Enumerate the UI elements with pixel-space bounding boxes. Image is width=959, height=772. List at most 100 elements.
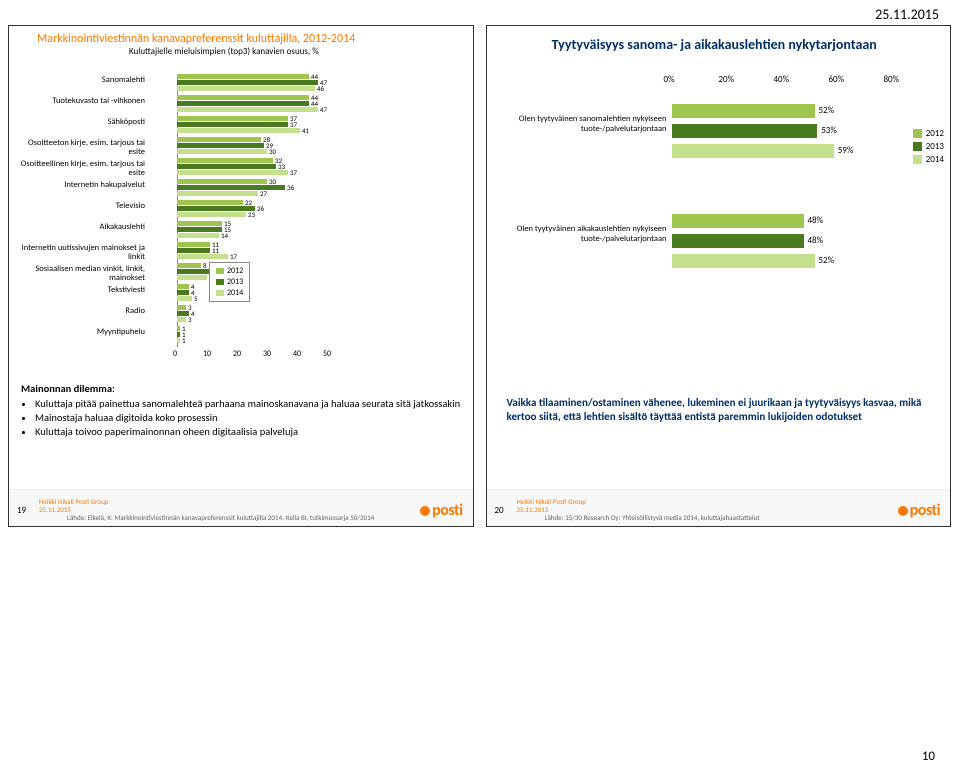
legend-swatch-2014 xyxy=(216,290,224,296)
chart-bar xyxy=(177,254,228,259)
dilemma-title: Mainonnan dilemma: xyxy=(21,382,115,395)
chart-value-label: 47 xyxy=(320,107,327,112)
legend-label: 2013 xyxy=(227,277,243,287)
right-bar-chart: 0%20%40%60%80%Olen tyytyväinen sanomaleh… xyxy=(517,74,921,374)
chart-bar xyxy=(177,227,222,232)
chart-value-label: 48% xyxy=(808,214,824,228)
chart-value-label: 27 xyxy=(260,191,267,196)
chart-bar xyxy=(177,164,276,169)
chart-bar xyxy=(177,80,318,85)
chart-value-label: 44 xyxy=(311,101,318,106)
chart-value-label: 52% xyxy=(819,254,835,268)
legend-swatch-2014 xyxy=(913,155,922,164)
footer-source: Lähde: Elkelä, K: Markkinointiviestinnän… xyxy=(67,513,374,522)
chart-bar xyxy=(177,233,219,238)
slide-number: 19 xyxy=(17,505,26,516)
chart-x-tick: 40 xyxy=(293,349,301,384)
chart-bar xyxy=(177,107,318,112)
chart-bar xyxy=(177,128,300,133)
legend-swatch-2012 xyxy=(913,129,922,138)
chart-bar xyxy=(177,149,267,154)
slide-right: Tyytyväisyys sanoma- ja aikakauslehtien … xyxy=(486,25,952,527)
chart-value-label: 5 xyxy=(194,296,198,301)
legend-label: 2013 xyxy=(926,141,944,152)
legend-label: 2012 xyxy=(926,128,944,139)
chart-x-tick: 40% xyxy=(774,74,790,85)
dilemma-bullet: Kuluttaja toivoo paperimainonnan oheen d… xyxy=(35,425,463,438)
chart-bar xyxy=(177,206,255,211)
chart-category-label: Sosiaalisen median vinkit, linkit, maino… xyxy=(15,265,145,283)
chart-x-tick: 0% xyxy=(664,74,675,85)
chart-bar xyxy=(177,212,246,217)
chart-bar xyxy=(177,338,180,343)
chart-category-label: Tuotekuvasto tai -vihkonen xyxy=(15,97,145,106)
posti-logo: posti xyxy=(420,501,462,520)
chart-bar xyxy=(177,101,309,106)
chart-bar xyxy=(177,290,189,295)
legend-label: 2014 xyxy=(926,154,944,165)
chart-category-label: Internetin hakupalvelut xyxy=(15,181,145,190)
left-subtitle: Kuluttajielle mieluisimpien (top3) kanav… xyxy=(9,46,473,57)
legend-swatch-2013 xyxy=(216,279,224,285)
chart-x-tick: 20 xyxy=(233,349,241,384)
dilemma-bullet: Kuluttaja pitää painettua sanomalehteä p… xyxy=(35,397,463,410)
chart-bar xyxy=(177,248,210,253)
chart-category-label: Aikakauslehti xyxy=(15,223,145,232)
legend-swatch-2013 xyxy=(913,142,922,151)
chart-bar xyxy=(177,74,309,79)
chart-category-label: Olen tyytyväinen aikakauslehtien nykyise… xyxy=(517,224,667,244)
chart-bar xyxy=(177,86,315,91)
page-header-date: 25.11.2015 xyxy=(0,0,959,25)
chart-bar xyxy=(177,200,243,205)
chart-bar xyxy=(672,234,804,248)
chart-bar xyxy=(672,144,834,158)
chart-value-label: 59% xyxy=(838,144,854,158)
chart-x-tick: 10 xyxy=(203,349,211,384)
footer-source: Lähde: 15/30 Research Oy: Yhteisöllistyv… xyxy=(545,513,760,522)
right-legend: 2012 2013 2014 xyxy=(913,126,944,167)
left-bar-chart: Sanomalehti444746Tuotekuvasto tai -vihko… xyxy=(37,74,337,374)
chart-bar xyxy=(177,242,210,247)
right-title: Tyytyväisyys sanoma- ja aikakauslehtien … xyxy=(487,26,951,53)
slide-number: 20 xyxy=(495,505,504,516)
left-legend: 2012 2013 2014 xyxy=(209,262,250,302)
chart-category-label: Radio xyxy=(15,307,145,316)
chart-bar xyxy=(177,179,267,184)
chart-category-label: Sanomalehti xyxy=(15,76,145,85)
chart-value-label: 14 xyxy=(221,233,228,238)
chart-value-label: 30 xyxy=(269,149,276,154)
right-summary-text: Vaikka tilaaminen/ostaminen vähenee, luk… xyxy=(507,396,937,424)
chart-bar xyxy=(177,185,285,190)
chart-bar xyxy=(177,137,261,142)
chart-bar xyxy=(177,332,180,337)
chart-bar xyxy=(177,170,288,175)
chart-value-label: 48% xyxy=(808,234,824,248)
chart-value-label: 11 xyxy=(212,248,219,253)
chart-x-tick: 80% xyxy=(884,74,900,85)
chart-bar xyxy=(177,143,264,148)
chart-bar xyxy=(672,104,815,118)
chart-value-label: 3 xyxy=(188,317,192,322)
chart-value-label: 37 xyxy=(290,170,297,175)
chart-bar xyxy=(177,263,201,268)
chart-category-label: Olen tyytyväinen sanomalehtien nykyiseen… xyxy=(517,114,667,134)
chart-category-label: Osoitteeton kirje, esim. tarjous tai esi… xyxy=(15,139,145,157)
legend-label: 2012 xyxy=(227,266,243,276)
chart-bar xyxy=(177,317,186,322)
chart-x-tick: 20% xyxy=(719,74,735,85)
chart-value-label: 33 xyxy=(278,164,285,169)
chart-bar xyxy=(177,275,207,280)
chart-value-label: 17 xyxy=(230,254,237,259)
chart-x-tick: 50 xyxy=(323,349,331,384)
chart-bar xyxy=(177,284,189,289)
chart-category-label: Osoitteellinen kirje, esim. tarjous tai … xyxy=(15,160,145,178)
left-title: Markkinointiviestinnän kanavapreferenssi… xyxy=(9,26,473,46)
chart-category-label: Internetin uutissivujen mainokset ja lin… xyxy=(15,244,145,262)
chart-bar xyxy=(177,116,288,121)
right-footer: 20 Heikki Nikali Posti Group 25.11.2015 … xyxy=(487,489,951,526)
chart-x-tick: 0 xyxy=(173,349,177,384)
chart-category-label: Televisio xyxy=(15,202,145,211)
slides-container: Markkinointiviestinnän kanavapreferenssi… xyxy=(0,25,959,535)
chart-value-label: 44 xyxy=(311,74,318,79)
chart-value-label: 22 xyxy=(245,200,252,205)
